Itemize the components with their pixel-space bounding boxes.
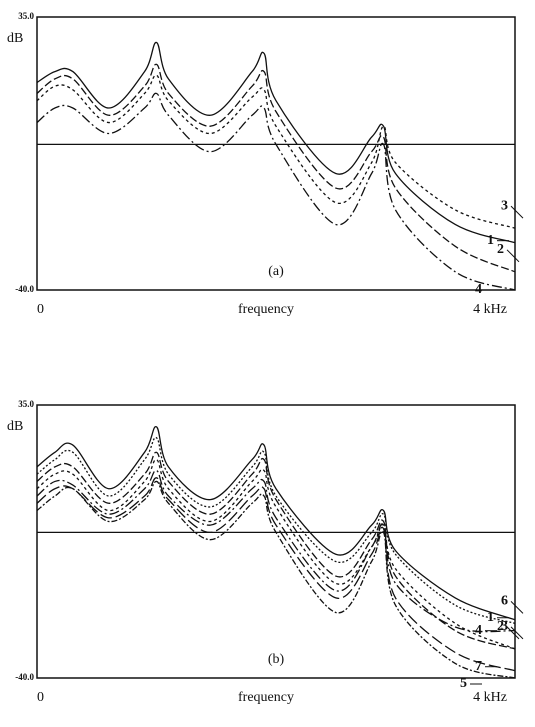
y-tick-label: 35.0 — [18, 399, 34, 409]
curve-label: 2 — [497, 619, 504, 634]
spectrum-curve — [36, 74, 516, 229]
spectrum-curve — [36, 436, 516, 625]
curve-label: 3 — [501, 619, 508, 634]
spectrum-curve — [36, 469, 516, 633]
curve-label: 4 — [475, 282, 482, 297]
curve-label: 1 — [487, 233, 494, 248]
curve-label: 7 — [475, 659, 482, 674]
curve-pointer — [510, 205, 524, 219]
spectrum-curve — [36, 92, 516, 291]
x-axis-label: frequency — [238, 302, 294, 317]
x-tick-label: 4 kHz — [473, 690, 507, 705]
curve-label: 3 — [501, 198, 508, 213]
y-axis-label: dB — [7, 31, 23, 46]
plot-frame — [36, 404, 516, 679]
y-tick-label: 35.0 — [18, 11, 34, 21]
curve-label: 4 — [475, 623, 482, 638]
spectrum-curve — [36, 63, 516, 273]
curve-pointer — [510, 626, 524, 640]
x-tick-label: 4 kHz — [473, 302, 507, 317]
x-tick-label: 0 — [37, 302, 44, 317]
spectrum-curve — [36, 480, 516, 679]
y-tick-label: -40.0 — [15, 672, 34, 682]
y-tick-label: -40.0 — [15, 284, 34, 294]
y-axis-label: dB — [7, 419, 23, 434]
curve-pointer — [510, 601, 524, 614]
curve-label: 6 — [501, 594, 508, 609]
panel-annotation: (a) — [268, 264, 284, 279]
curve-label: 5 — [460, 676, 467, 691]
curve-pointer — [506, 626, 520, 640]
spectrum-curve — [36, 458, 516, 650]
curve-label: 2 — [497, 242, 504, 257]
panel-annotation: (b) — [268, 652, 285, 667]
spectrum-curve — [36, 477, 516, 672]
x-tick-label: 0 — [37, 690, 44, 705]
spectrum-curve — [36, 426, 516, 621]
spectrum-curve — [36, 41, 516, 244]
spectrum-curve — [36, 451, 516, 650]
curve-pointer — [506, 249, 520, 263]
x-axis-label: frequency — [238, 690, 294, 705]
plot-frame — [36, 16, 516, 291]
